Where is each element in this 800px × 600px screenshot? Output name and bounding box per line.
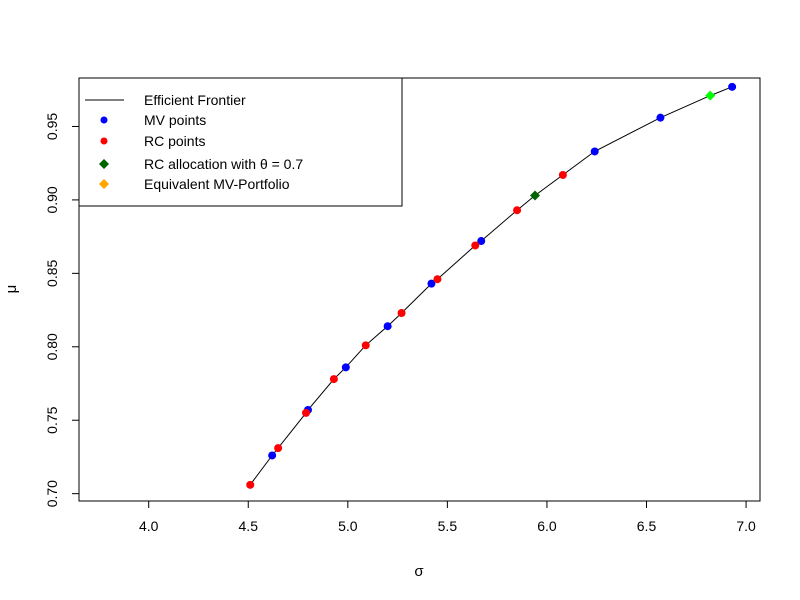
legend-dot-symbol [100, 137, 108, 145]
x-tick-label: 5.0 [338, 518, 358, 534]
y-axis-label: μ [3, 285, 20, 294]
mv-point [341, 363, 350, 372]
rc-point [246, 480, 255, 489]
rc-allocation-marker [529, 190, 540, 201]
x-tick-label: 4.0 [139, 518, 159, 534]
legend-diamond-symbol [99, 179, 109, 189]
y-axis: 0.70 0.75 0.80 0.85 0.90 0.95 [44, 113, 79, 507]
rc-point [329, 375, 338, 384]
y-tick-label: 0.85 [44, 260, 60, 287]
legend: Efficient Frontier MV points RC points RC a… [78, 77, 403, 207]
x-tick-label: 4.5 [239, 518, 259, 534]
rc-point [433, 275, 442, 284]
mv-point [477, 237, 486, 246]
mv-point [383, 322, 392, 331]
y-tick-label: 0.90 [44, 186, 60, 213]
x-tick-label: 7.0 [736, 518, 756, 534]
plot-frame [78, 77, 761, 502]
rc-point [513, 206, 522, 215]
legend-label: RC points [144, 133, 205, 149]
x-axis: 4.0 4.5 5.0 5.5 6.0 6.5 7.0 [139, 501, 756, 534]
plot-area [246, 82, 737, 489]
legend-label: Equivalent MV-Portfolio [144, 176, 290, 192]
y-tick-label: 0.75 [44, 406, 60, 433]
rc-point [274, 444, 283, 453]
x-tick-label: 5.5 [438, 518, 458, 534]
rc-point [558, 170, 567, 179]
legend-diamond-symbol [99, 159, 109, 169]
legend-box [78, 77, 403, 207]
x-axis-label: σ [414, 563, 424, 580]
y-tick-label: 0.80 [44, 333, 60, 360]
rc-point [302, 408, 310, 417]
x-tick-label: 6.5 [637, 518, 657, 534]
legend-label: Efficient Frontier [144, 92, 246, 108]
rc-point [397, 309, 406, 317]
legend-label: MV points [144, 112, 206, 128]
mv-point [728, 82, 737, 91]
mv-point [268, 451, 277, 460]
equivalent-mv-marker [705, 90, 716, 101]
y-tick-label: 0.95 [44, 113, 60, 140]
mv-point [656, 113, 665, 122]
y-tick-label: 0.70 [44, 480, 60, 507]
legend-label: RC allocation with θ = 0.7 [144, 156, 303, 172]
mv-point [590, 147, 599, 156]
rc-point [361, 341, 370, 350]
legend-dot-symbol [100, 116, 108, 124]
rc-point [471, 241, 480, 250]
x-tick-label: 6.0 [537, 518, 557, 534]
mv-point [427, 279, 436, 288]
